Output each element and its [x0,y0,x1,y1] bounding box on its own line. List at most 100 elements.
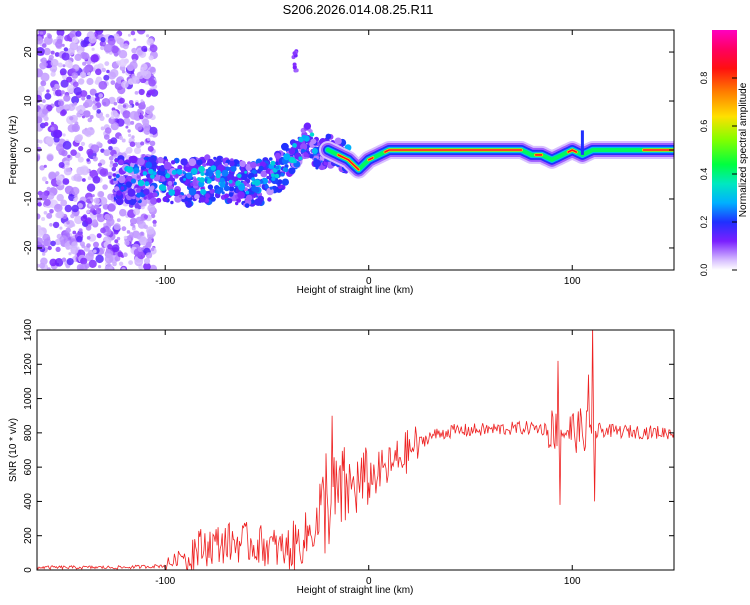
noise-blob [47,138,55,145]
noise-blob [60,79,69,88]
noise-blob [74,65,79,70]
noise-blob [108,155,114,161]
noise-blob [116,236,121,241]
noise-blob [131,226,136,231]
noise-blob [145,252,153,259]
ridge-blob [163,161,172,170]
noise-blob [118,261,124,266]
noise-blob [106,217,115,227]
noise-blob [55,40,63,49]
noise-blob [107,193,114,201]
noise-blob [93,197,100,204]
noise-blob [140,99,144,103]
noise-blob [95,30,104,35]
noise-blob [90,96,95,101]
noise-blob [62,178,70,185]
noise-blob [133,208,141,216]
noise-blob [55,171,60,176]
ridge-blob [245,190,250,195]
ridge-core [384,149,523,153]
colorbar-tick-label: 0.2 [699,216,709,229]
ridge-blob [246,183,251,188]
noise-blob [116,218,121,223]
noise-blob [89,88,97,96]
ridge-blob [185,172,193,180]
noise-blob [100,227,106,234]
y-tick-label: 0 [23,147,34,153]
noise-blob [142,70,152,80]
noise-blob [45,180,49,185]
ridge-blob [127,188,136,197]
ridge-blob [200,172,205,176]
noise-blob [42,252,46,256]
ridge-blob [228,185,235,192]
spectrogram-ylabel: Frequency (Hz) [8,116,19,185]
ridge-blob [136,187,141,193]
noise-blob [44,122,49,127]
noise-blob [40,80,47,87]
noise-blob [86,94,92,100]
ridge-blob [208,172,213,177]
noise-blob [37,47,45,56]
ridge-blob [219,182,226,188]
noise-blob [113,223,121,231]
noise-blob [149,264,157,270]
ridge-blob [274,152,281,159]
noise-blob [88,35,97,44]
noise-blob [37,116,43,124]
ridge-blob [238,183,246,191]
noise-blob [138,88,145,96]
ridge-blob [126,166,134,174]
noise-blob [109,97,115,104]
noise-blob [37,143,40,147]
noise-blob [96,213,102,218]
ridge-blob [219,177,225,183]
noise-blob [106,263,111,267]
noise-blob [121,138,126,143]
ridge-blob [148,156,156,164]
noise-blob [65,227,71,233]
ridge-blob [269,186,273,190]
y-tick-label: 400 [23,493,34,510]
noise-blob [41,217,46,221]
ridge-blob [174,189,181,196]
ridge-blob [267,197,272,202]
noise-blob [129,232,134,237]
noise-blob [100,126,105,131]
colorbar-tick-label: 0.4 [699,168,709,181]
noise-blob [92,100,96,104]
noise-blob [86,158,90,162]
y-tick-label: -10 [23,191,34,206]
y-tick-label: 800 [23,424,34,441]
noise-blob [89,115,94,119]
noise-blob [86,209,90,214]
noise-blob [37,202,42,207]
noise-blob [97,190,105,198]
noise-blob [122,110,131,119]
ridge-blob [145,161,153,169]
noise-blob [131,135,135,139]
colorbar-axes: 0.0 0.2 0.4 0.6 0.8 [699,72,737,276]
noise-blob [51,121,54,125]
ridge-blob [178,194,183,198]
noise-blob [92,249,97,254]
noise-blob [74,135,83,144]
ridge-blob [308,129,313,134]
noise-blob [99,115,105,121]
noise-blob [50,126,55,131]
ridge-blob [260,170,268,178]
ridge-blob [283,153,291,161]
noise-blob [152,219,157,225]
ridge-blob [129,155,138,164]
noise-blob [145,80,150,85]
noise-blob [86,198,91,204]
noise-blob [67,47,75,56]
noise-blob [98,93,103,98]
noise-blob [95,68,102,76]
noise-blob [75,30,82,37]
noise-blob [103,43,113,53]
ridge-blob [215,188,222,195]
noise-blob [103,74,110,81]
ridge-blob [114,186,120,192]
noise-blob [88,203,92,207]
